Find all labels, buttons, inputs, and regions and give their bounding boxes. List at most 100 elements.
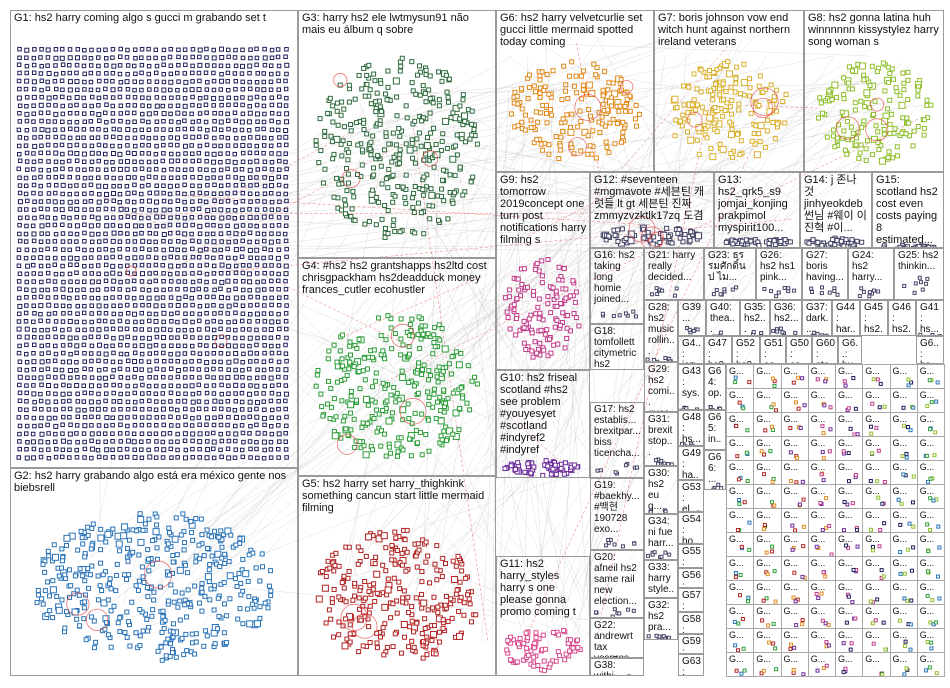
node bbox=[53, 454, 59, 460]
node bbox=[555, 649, 561, 655]
node bbox=[522, 127, 528, 133]
group-panel-g17[interactable]: G17: hs2 establis... brexitpar... biss t… bbox=[590, 402, 644, 478]
node bbox=[226, 287, 232, 293]
node bbox=[153, 318, 159, 324]
group-panel-g60[interactable]: G60: sta... bbox=[812, 336, 838, 364]
node bbox=[144, 585, 150, 591]
node bbox=[414, 136, 420, 142]
node bbox=[118, 406, 123, 412]
group-panel-g16[interactable]: G16: hs2 taking long homie joined... bbox=[590, 248, 644, 324]
group-panel-g26[interactable]: G26: hs2 hs1 pink... bbox=[756, 248, 802, 300]
node bbox=[89, 150, 95, 156]
group-panel-g15[interactable]: G15: scotland hs2 cost even costs paying… bbox=[872, 172, 944, 248]
group-panel-g21[interactable]: G21: harry really decided... bbox=[644, 248, 704, 300]
group-panel-g47[interactable]: G47: hs2... bbox=[704, 336, 732, 364]
group-panel-g25[interactable]: G25: hs2 thinkin... bbox=[894, 248, 944, 300]
node bbox=[346, 141, 352, 147]
group-panel-g19[interactable]: G19: #baekhy... #백현 190728 exo... bbox=[590, 478, 644, 550]
group-panel-g13[interactable]: G13: hs2_qrk5_s9 jomjai_konjing prakpimo… bbox=[714, 172, 800, 248]
node bbox=[161, 422, 166, 428]
group-panel-g40[interactable]: G40: thea... bbox=[706, 300, 740, 336]
node bbox=[659, 458, 664, 463]
node bbox=[132, 374, 137, 380]
group-panel-g27[interactable]: G27: boris having... bbox=[802, 248, 848, 300]
group-panel-g1[interactable]: G1: hs2 harry coming algo s gucci m grab… bbox=[10, 10, 298, 468]
node bbox=[845, 80, 851, 86]
node bbox=[578, 119, 584, 125]
node bbox=[125, 558, 131, 564]
group-panel-g2[interactable]: G2: hs2 harry grabando algo está era méx… bbox=[10, 468, 298, 676]
group-panel-g35[interactable]: G35: hs2... bbox=[740, 300, 770, 336]
node bbox=[350, 597, 356, 603]
group-panel-g7[interactable]: G7: boris johnson vow end witch hunt aga… bbox=[654, 10, 804, 172]
group-panel-g41[interactable]: G41: hs... bbox=[916, 300, 944, 336]
node bbox=[719, 145, 727, 153]
group-panel-g36[interactable]: G36: hs2... bbox=[770, 300, 802, 336]
group-panel-g11[interactable]: G11: hs2 harry_styles harry s one please… bbox=[496, 556, 590, 676]
node bbox=[610, 116, 616, 122]
group-panel-g24[interactable]: G24: hs2 harry... bbox=[848, 248, 894, 300]
group-panel-g30[interactable]: G30: hs2 eu q... bbox=[644, 466, 678, 514]
node bbox=[921, 117, 927, 123]
group-panel-g46[interactable]: G46: hs2... bbox=[888, 300, 916, 336]
group-panel-g32[interactable]: G32: hs2 pra... bbox=[644, 598, 678, 640]
node bbox=[276, 446, 281, 452]
group-panel-g14[interactable]: G14: j 존나 것 jinhyeokdeb 썬님 #웨이 이진혁 #이... bbox=[800, 172, 872, 248]
group-panel-g34[interactable]: G34: ni fue harr... bbox=[644, 514, 678, 560]
node bbox=[602, 68, 608, 74]
node bbox=[211, 351, 217, 356]
node bbox=[168, 351, 173, 357]
node bbox=[46, 593, 52, 599]
node bbox=[147, 431, 152, 437]
node bbox=[261, 455, 267, 461]
node bbox=[283, 191, 288, 197]
group-panel-g42[interactable]: G4..: jer... bbox=[678, 336, 704, 364]
node bbox=[201, 643, 207, 649]
group-panel-g50[interactable]: G50: co... bbox=[786, 336, 812, 364]
node bbox=[239, 254, 245, 260]
group-panel-g61[interactable]: G6..: bu... bbox=[838, 336, 862, 364]
group-panel-g39[interactable]: G39 ... bbox=[678, 300, 706, 336]
node bbox=[89, 214, 95, 220]
group-panel-g9[interactable]: G9: hs2 tomorrow 2019concept one turn po… bbox=[496, 172, 590, 370]
group-panel-g62[interactable]: G6..: hs... bbox=[916, 336, 944, 364]
group-panel-g52[interactable]: G52: hs2... bbox=[732, 336, 760, 364]
node bbox=[671, 95, 679, 103]
group-panel-g18[interactable]: G18: tomfollett citymetric hs2 garethde.… bbox=[590, 324, 644, 370]
node bbox=[383, 130, 389, 136]
node bbox=[31, 391, 37, 397]
group-panel-g3[interactable]: G3: harry hs2 ele lwtmysun91 não mais eu… bbox=[298, 10, 496, 258]
node bbox=[97, 583, 103, 589]
node bbox=[153, 247, 159, 252]
node bbox=[469, 108, 475, 114]
group-panel-g4[interactable]: G4: #hs2 hs2 grantshapps hs2ltd cost chr… bbox=[298, 258, 496, 476]
node bbox=[42, 588, 48, 594]
node bbox=[25, 439, 30, 445]
group-panel-g12[interactable]: G12: #seventeen #mgmavote #세븐틴 캐럿들 lt gt… bbox=[590, 172, 714, 248]
group-panel-g33[interactable]: G33: harry style... bbox=[644, 560, 678, 598]
group-panel-g28[interactable]: G28: hs2 music rollin... bbox=[644, 300, 678, 362]
node bbox=[164, 546, 170, 552]
node bbox=[276, 406, 281, 412]
node bbox=[117, 326, 123, 332]
group-panel-g5[interactable]: G5: hs2 harry set harry_thighkink someth… bbox=[298, 476, 496, 676]
group-panel-g6[interactable]: G6: hs2 harry velvetcurlie set gucci lit… bbox=[496, 10, 654, 172]
group-panel-g37[interactable]: G37: dark... bbox=[802, 300, 832, 336]
group-panel-g44[interactable]: G44: har... bbox=[832, 300, 860, 336]
node bbox=[360, 643, 366, 649]
node bbox=[323, 620, 329, 626]
group-panel-g29[interactable]: G29: hs2 comi... gucc... bbox=[644, 362, 678, 412]
node bbox=[246, 271, 252, 277]
node bbox=[38, 311, 43, 317]
node bbox=[182, 118, 187, 124]
group-panel-g20[interactable]: G20: afneil hs2 same rail new election..… bbox=[590, 550, 644, 618]
group-panel-g23[interactable]: G23: ธรรมศักดิ์น ป ไม... bbox=[704, 248, 756, 300]
node bbox=[262, 111, 267, 117]
group-panel-g10[interactable]: G10: hs2 friseal scotland #hs2 see probl… bbox=[496, 370, 590, 478]
group-panel-g8[interactable]: G8: hs2 gonna latina huh winnnnnn kissys… bbox=[804, 10, 944, 172]
group-panel-g31[interactable]: G31: brexit stop... bbox=[644, 412, 678, 466]
node bbox=[247, 350, 253, 356]
group-panel-g51[interactable]: G51: co... bbox=[760, 336, 786, 364]
group-panel-g45[interactable]: G45: hs2... bbox=[860, 300, 888, 336]
node bbox=[346, 82, 352, 88]
